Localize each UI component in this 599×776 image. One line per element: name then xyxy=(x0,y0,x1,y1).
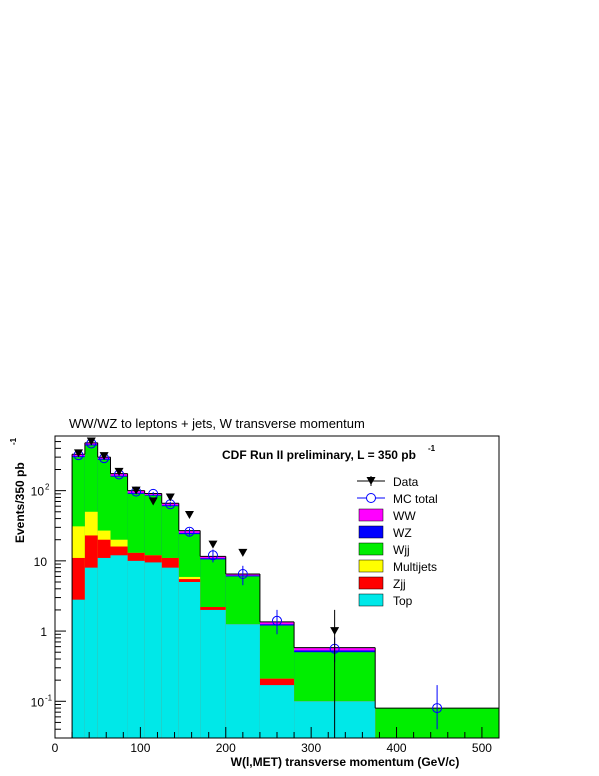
x-axis-ticks: 0 100 200 300 400 500 xyxy=(52,727,500,755)
legend-marker xyxy=(366,493,376,503)
data-point-9 xyxy=(238,548,248,557)
mc-total-point-8 xyxy=(207,550,218,561)
legend-item-ww: WW xyxy=(358,508,416,523)
chart-annotation: CDF Run II preliminary, L = 350 pb xyxy=(222,448,416,462)
legend-swatch xyxy=(358,593,384,607)
stacked-histogram xyxy=(72,442,499,738)
legend-item-wjj: Wjj xyxy=(358,542,410,557)
data-point-5 xyxy=(148,497,158,506)
legend-item-top: Top xyxy=(358,593,413,608)
legend-label: Multijets xyxy=(393,560,437,574)
legend-label: Zjj xyxy=(393,577,406,591)
legend-swatch xyxy=(358,525,384,539)
y-tick-label-exponent: -1 xyxy=(45,693,53,702)
legend-item-data: Data xyxy=(357,475,419,489)
bar-top-6 xyxy=(161,567,179,738)
y-tick-label-0.1: 10 -1 xyxy=(31,693,53,709)
legend-swatch xyxy=(358,542,384,556)
mc-total-point-10 xyxy=(272,615,282,626)
legend-label: Wjj xyxy=(393,543,410,557)
data-point-1 xyxy=(86,437,96,446)
x-tick-label-300: 300 xyxy=(301,741,321,755)
data-point-10 xyxy=(330,627,340,636)
data-point-2 xyxy=(99,452,109,461)
legend-item-wz: WZ xyxy=(358,525,412,540)
legend-item-mc-total: MC total xyxy=(357,492,438,506)
mc-total-point-12 xyxy=(432,703,443,714)
data-point-0 xyxy=(73,449,83,458)
chart-annotation-superscript: -1 xyxy=(428,444,436,453)
bar-top-4 xyxy=(127,560,145,738)
x-tick-label-100: 100 xyxy=(130,741,150,755)
legend: Data MC total WW WZ Wjj Multijets Zjj Top xyxy=(357,475,438,608)
y-tick-label-base: 10 xyxy=(34,555,48,569)
chart-title: WW/WZ to leptons + jets, W transverse mo… xyxy=(69,416,365,431)
data-point-7 xyxy=(184,510,194,519)
bar-top-10 xyxy=(259,685,295,738)
legend-label: Top xyxy=(393,594,413,608)
legend-item-zjj: Zjj xyxy=(358,576,406,591)
x-tick-label-0: 0 xyxy=(52,741,59,755)
data-point-8 xyxy=(208,540,218,549)
x-axis-label: W(l,MET) transverse momentum (GeV/c) xyxy=(231,755,460,769)
y-tick-label-1: 1 xyxy=(40,625,47,639)
data-point-4 xyxy=(131,486,141,495)
y-axis-label-superscript: -1 xyxy=(9,437,18,445)
bar-top-7 xyxy=(178,581,201,738)
mc-total-point-7 xyxy=(184,526,195,537)
bar-top-5 xyxy=(144,562,162,738)
y-tick-label-exponent: 2 xyxy=(45,483,50,492)
bar-top-2 xyxy=(97,557,111,738)
y-tick-label-10: 10 xyxy=(34,555,48,569)
data-point-6 xyxy=(165,493,175,502)
bar-top-1 xyxy=(84,567,98,738)
x-tick-label-500: 500 xyxy=(472,741,492,755)
y-tick-label-base: 10 xyxy=(31,485,45,499)
bar-top-9 xyxy=(225,624,260,738)
bar-top-8 xyxy=(200,609,226,738)
legend-swatch xyxy=(358,508,384,522)
x-tick-label-400: 400 xyxy=(387,741,407,755)
y-tick-label-100: 10 2 xyxy=(31,483,50,499)
legend-label: WW xyxy=(393,509,416,523)
bar-top-0 xyxy=(72,599,85,738)
data-points xyxy=(73,437,340,738)
mc-total-point-9 xyxy=(237,568,248,579)
y-tick-label-base: 10 xyxy=(31,695,45,709)
legend-item-multijets: Multijets xyxy=(358,559,437,574)
y-tick-label-base: 1 xyxy=(40,625,47,639)
data-point-3 xyxy=(114,467,124,476)
bar-top-3 xyxy=(110,555,128,738)
legend-label: WZ xyxy=(393,526,412,540)
legend-swatch xyxy=(358,559,384,573)
x-tick-label-200: 200 xyxy=(216,741,236,755)
y-axis-label: Events/350 pb xyxy=(13,462,27,543)
legend-marker xyxy=(366,477,376,485)
legend-label: MC total xyxy=(393,492,438,506)
legend-swatch xyxy=(358,576,384,590)
legend-label: Data xyxy=(393,475,419,489)
